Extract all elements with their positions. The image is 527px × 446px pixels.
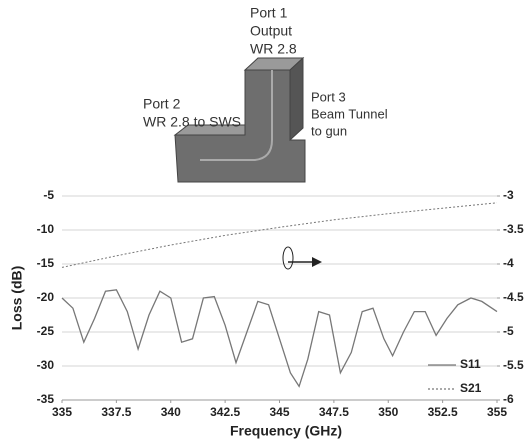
series-line <box>62 290 497 387</box>
figure: Port 1 Output WR 2.8 Port 2 WR 2.8 to SW… <box>0 0 527 446</box>
port-label: WR 2.8 <box>250 41 297 57</box>
x-tick-label: 347.5 <box>319 405 349 419</box>
y2-tick-label: -5.5 <box>503 358 524 372</box>
port-label: WR 2.8 to SWS <box>143 114 241 130</box>
y2-tick-label: -3.5 <box>503 222 524 236</box>
axis-indicator <box>283 247 293 269</box>
y-axis-title: Loss (dB) <box>9 266 25 331</box>
x-tick-label: 355 <box>487 405 507 419</box>
legend-label: S21 <box>460 381 482 395</box>
y2-tick-label: -4.5 <box>503 290 524 304</box>
y2-tick-label: -4 <box>503 256 514 270</box>
series-line <box>62 203 497 268</box>
y-tick-label: -30 <box>37 358 55 372</box>
y2-tick-label: -3 <box>503 188 514 202</box>
port-label: Port 3 <box>311 89 346 104</box>
x-tick-label: 352.5 <box>428 405 458 419</box>
y-tick-label: -20 <box>37 290 55 304</box>
y-tick-label: -35 <box>37 392 55 406</box>
y-tick-label: -5 <box>43 188 54 202</box>
y-tick-label: -25 <box>37 324 55 338</box>
x-tick-label: 335 <box>52 405 72 419</box>
port-label: Port 2 <box>143 96 181 112</box>
y-tick-label: -15 <box>37 256 55 270</box>
plot: -5 -10 -15 -20 -25 -30 -35 -3 -3.5 -4 -4.5 -5 -5.5 -6… <box>37 188 524 419</box>
x-tick-label: 342.5 <box>210 405 240 419</box>
legend-label: S11 <box>460 357 481 371</box>
port-label: Port 1 <box>250 5 288 21</box>
x-tick-label: 345 <box>269 405 289 419</box>
port-label: Beam Tunnel <box>311 106 388 121</box>
port-label: Output <box>250 23 292 39</box>
y2-tick-label: -6 <box>503 392 514 406</box>
x-tick-label: 337.5 <box>101 405 131 419</box>
arrow-head <box>312 257 322 267</box>
y2-tick-label: -5 <box>503 324 514 338</box>
y-tick-label: -10 <box>37 222 55 236</box>
port-label: to gun <box>311 123 347 138</box>
x-axis-title: Frequency (GHz) <box>230 423 342 439</box>
x-tick-label: 340 <box>161 405 181 419</box>
x-tick-label: 350 <box>378 405 398 419</box>
